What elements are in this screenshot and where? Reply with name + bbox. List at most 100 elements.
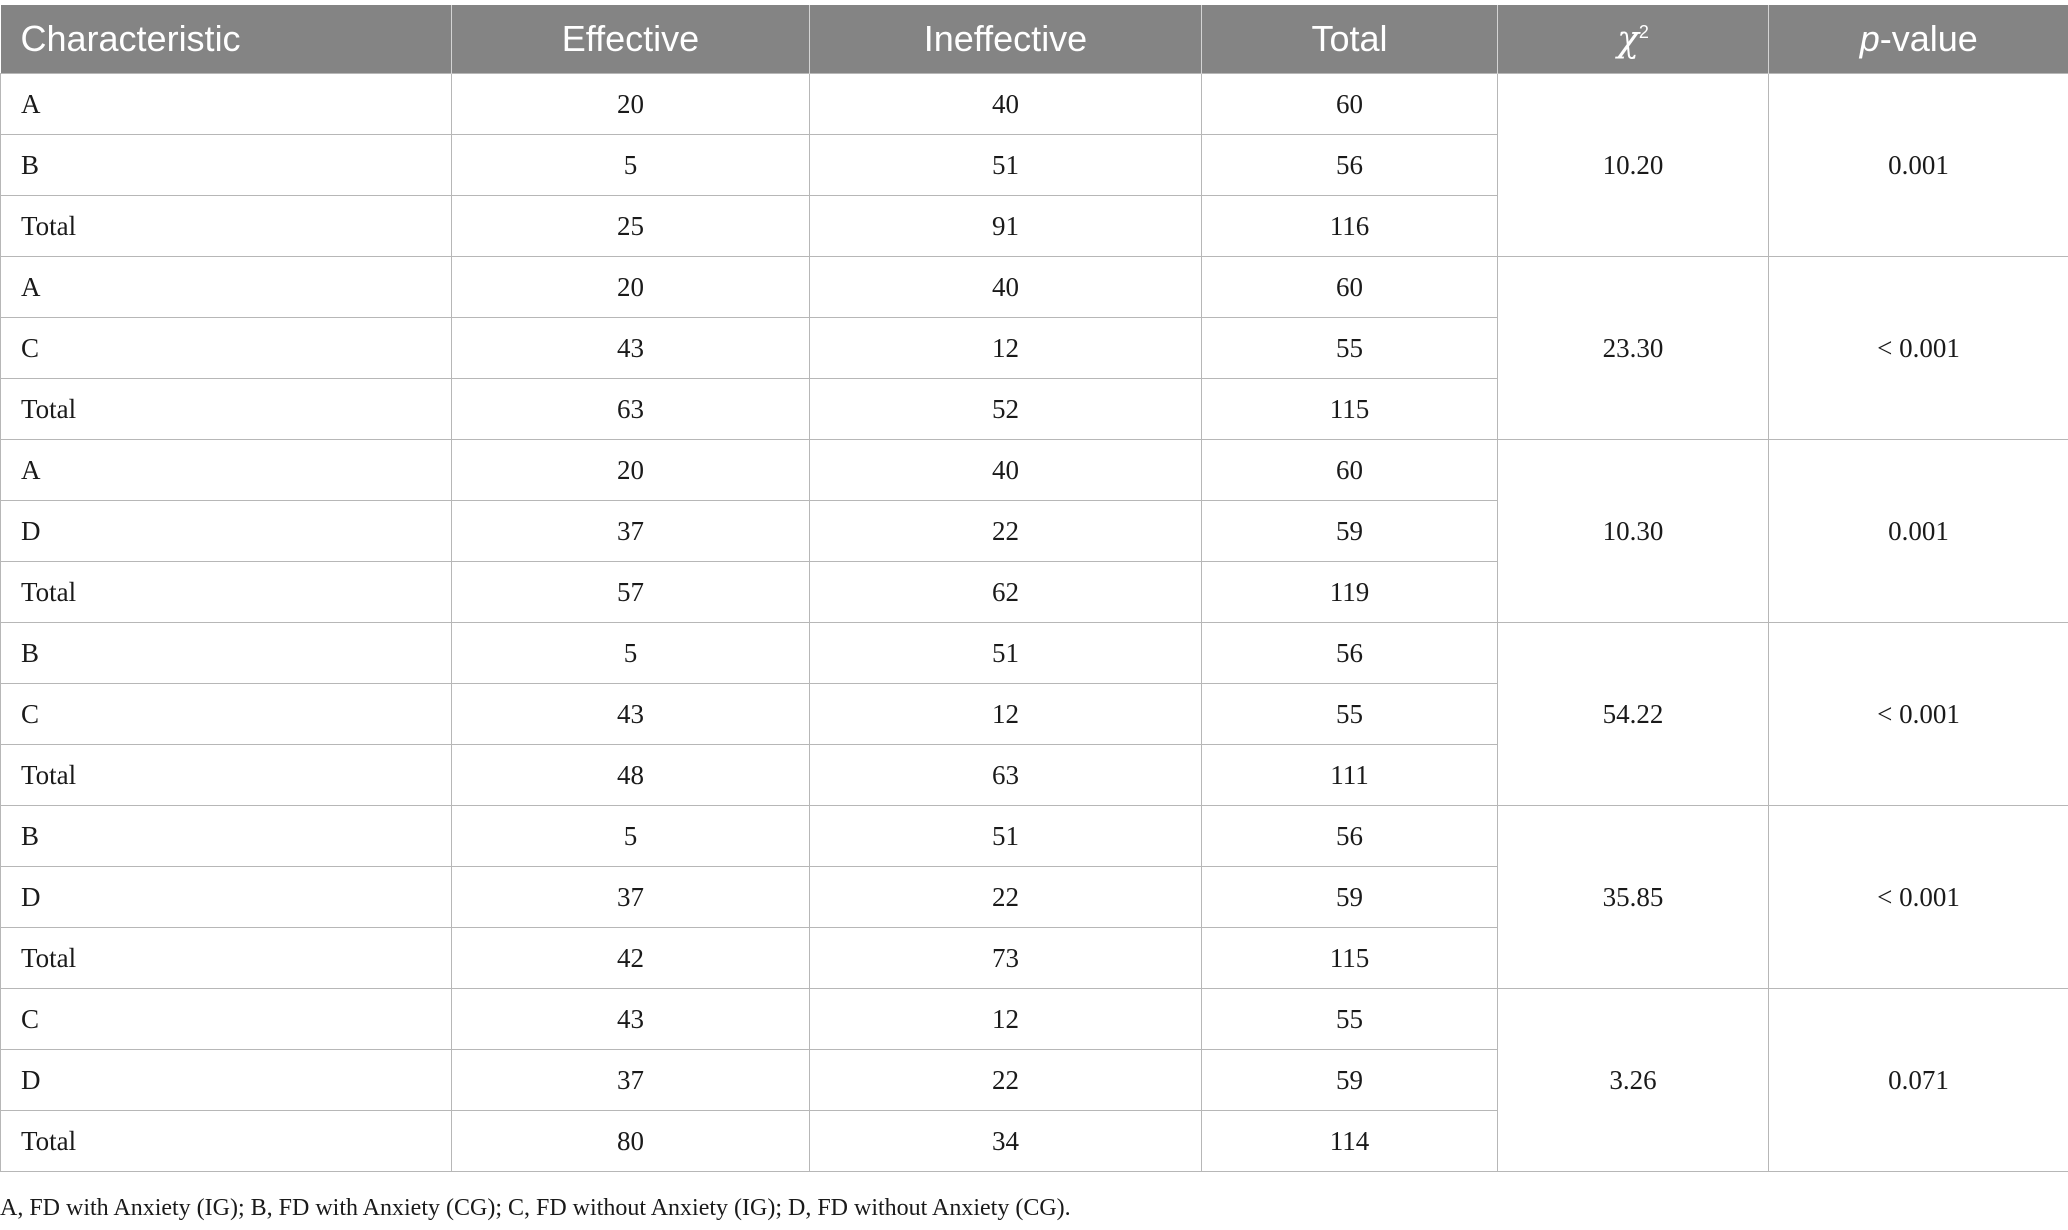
table-row: C 43 12 55 (0, 683, 2068, 745)
cell-characteristic: A (0, 256, 452, 318)
cell-characteristic: C (0, 683, 452, 745)
table-row: Total 80 34 114 (0, 1110, 2068, 1172)
cell-ineffective: 40 (809, 73, 1202, 135)
cell-characteristic: D (0, 500, 452, 562)
cell-p-value: < 0.001 (1768, 805, 2068, 989)
cell-total: 60 (1201, 439, 1498, 501)
table-row: D 37 22 59 (0, 866, 2068, 928)
cell-effective: 20 (451, 256, 810, 318)
header-effective: Effective (451, 5, 810, 74)
cell-ineffective: 40 (809, 439, 1202, 501)
cell-total: 115 (1201, 378, 1498, 440)
cell-p-value: 0.001 (1768, 73, 2068, 257)
cell-ineffective: 22 (809, 1049, 1202, 1111)
cell-ineffective: 51 (809, 805, 1202, 867)
cell-ineffective: 34 (809, 1110, 1202, 1172)
cell-chi-square: 54.22 (1497, 622, 1769, 806)
cell-characteristic: A (0, 73, 452, 135)
cell-characteristic: Total (0, 744, 452, 806)
cell-total: 55 (1201, 317, 1498, 379)
cell-total: 56 (1201, 805, 1498, 867)
cell-effective: 5 (451, 134, 810, 196)
table-row: B 5 51 56 35.85 < 0.001 (0, 805, 2068, 989)
cell-chi-square: 10.20 (1497, 73, 1769, 257)
table-footnote: A, FD with Anxiety (IG); B, FD with Anxi… (0, 1195, 1071, 1221)
table-row: D 37 22 59 (0, 500, 2068, 562)
cell-total: 119 (1201, 561, 1498, 623)
cell-characteristic: C (0, 988, 452, 1050)
header-total: Total (1201, 5, 1498, 74)
table-header: Characteristic Effective Ineffective Tot… (0, 5, 2068, 74)
table-row: Total 48 63 111 (0, 744, 2068, 806)
table-row: B 5 51 56 54.22 < 0.001 (0, 622, 2068, 806)
cell-chi-square: 10.30 (1497, 439, 1769, 623)
cell-total: 60 (1201, 73, 1498, 135)
cell-effective: 37 (451, 1049, 810, 1111)
cell-characteristic: B (0, 134, 452, 196)
cell-characteristic: Total (0, 561, 452, 623)
cell-effective: 42 (451, 927, 810, 989)
header-ineffective: Ineffective (809, 5, 1202, 74)
table-row: A 20 40 60 10.20 0.001 (0, 73, 2068, 257)
cell-chi-square: 23.30 (1497, 256, 1769, 440)
cell-effective: 43 (451, 988, 810, 1050)
p-italic: p (1859, 18, 1880, 59)
cell-total: 116 (1201, 195, 1498, 257)
cell-effective: 37 (451, 500, 810, 562)
cell-ineffective: 73 (809, 927, 1202, 989)
cell-p-value: < 0.001 (1768, 256, 2068, 440)
chi-symbol: χ (1617, 19, 1639, 60)
cell-p-value: 0.001 (1768, 439, 2068, 623)
cell-characteristic: D (0, 1049, 452, 1111)
cell-p-value: < 0.001 (1768, 622, 2068, 806)
cell-total: 60 (1201, 256, 1498, 318)
table-row: B 5 51 56 (0, 134, 2068, 196)
cell-chi-square: 3.26 (1497, 988, 1769, 1172)
cell-effective: 80 (451, 1110, 810, 1172)
cell-effective: 25 (451, 195, 810, 257)
cell-total: 111 (1201, 744, 1498, 806)
cell-ineffective: 52 (809, 378, 1202, 440)
cell-total: 59 (1201, 866, 1498, 928)
cell-ineffective: 40 (809, 256, 1202, 318)
cell-effective: 5 (451, 805, 810, 867)
cell-ineffective: 12 (809, 683, 1202, 745)
cell-ineffective: 51 (809, 134, 1202, 196)
cell-total: 115 (1201, 927, 1498, 989)
cell-total: 59 (1201, 1049, 1498, 1111)
cell-total: 55 (1201, 988, 1498, 1050)
table-row: C 43 12 55 3.26 0.071 (0, 988, 2068, 1172)
chi-square-results-table: Characteristic Effective Ineffective Tot… (0, 5, 2068, 1172)
cell-ineffective: 62 (809, 561, 1202, 623)
cell-effective: 20 (451, 73, 810, 135)
header-p-value: p-value (1768, 5, 2068, 74)
cell-total: 56 (1201, 134, 1498, 196)
cell-effective: 5 (451, 622, 810, 684)
table-row: Total 42 73 115 (0, 927, 2068, 989)
table-row: Total 57 62 119 (0, 561, 2068, 623)
cell-total: 56 (1201, 622, 1498, 684)
p-suffix: -value (1879, 18, 1978, 59)
cell-characteristic: B (0, 622, 452, 684)
table-row: Total 63 52 115 (0, 378, 2068, 440)
table-row: Total 25 91 116 (0, 195, 2068, 257)
cell-chi-square: 35.85 (1497, 805, 1769, 989)
cell-ineffective: 91 (809, 195, 1202, 257)
chi-superscript: 2 (1638, 22, 1649, 42)
cell-ineffective: 51 (809, 622, 1202, 684)
header-characteristic: Characteristic (0, 5, 452, 74)
cell-total: 114 (1201, 1110, 1498, 1172)
cell-ineffective: 12 (809, 317, 1202, 379)
cell-effective: 43 (451, 683, 810, 745)
cell-effective: 48 (451, 744, 810, 806)
cell-effective: 63 (451, 378, 810, 440)
header-chi-square: χ2 (1497, 5, 1769, 74)
cell-ineffective: 22 (809, 500, 1202, 562)
cell-characteristic: Total (0, 195, 452, 257)
table-body: A 20 40 60 10.20 0.001 B 5 51 56 Total 2… (0, 73, 2068, 1172)
cell-characteristic: A (0, 439, 452, 501)
cell-ineffective: 12 (809, 988, 1202, 1050)
cell-effective: 43 (451, 317, 810, 379)
table-row: A 20 40 60 23.30 < 0.001 (0, 256, 2068, 440)
cell-characteristic: D (0, 866, 452, 928)
